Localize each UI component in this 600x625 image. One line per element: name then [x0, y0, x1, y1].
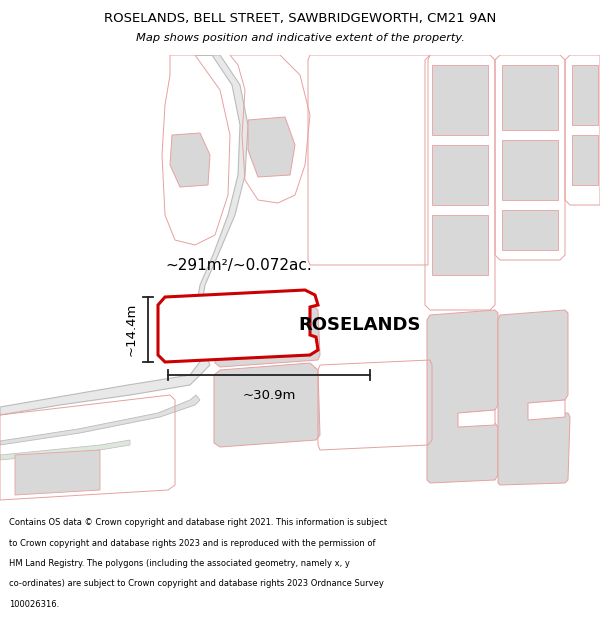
Text: to Crown copyright and database rights 2023 and is reproduced with the permissio: to Crown copyright and database rights 2… — [9, 539, 376, 548]
Text: Map shows position and indicative extent of the property.: Map shows position and indicative extent… — [136, 33, 464, 43]
Polygon shape — [170, 133, 210, 187]
Polygon shape — [427, 310, 498, 483]
Text: ROSELANDS: ROSELANDS — [299, 316, 421, 334]
Polygon shape — [432, 65, 488, 135]
Polygon shape — [214, 363, 320, 447]
Polygon shape — [0, 440, 130, 460]
Text: Contains OS data © Crown copyright and database right 2021. This information is : Contains OS data © Crown copyright and d… — [9, 518, 387, 528]
Polygon shape — [215, 303, 320, 367]
Polygon shape — [572, 65, 598, 125]
Text: ~14.4m: ~14.4m — [125, 302, 138, 356]
Polygon shape — [432, 145, 488, 205]
Polygon shape — [432, 215, 488, 275]
Polygon shape — [195, 55, 248, 345]
Text: ROSELANDS, BELL STREET, SAWBRIDGEWORTH, CM21 9AN: ROSELANDS, BELL STREET, SAWBRIDGEWORTH, … — [104, 12, 496, 25]
Text: 100026316.: 100026316. — [9, 600, 59, 609]
Polygon shape — [572, 135, 598, 185]
Polygon shape — [502, 65, 558, 130]
Polygon shape — [15, 450, 100, 495]
Polygon shape — [248, 117, 295, 177]
Polygon shape — [158, 290, 318, 362]
Text: HM Land Registry. The polygons (including the associated geometry, namely x, y: HM Land Registry. The polygons (includin… — [9, 559, 350, 568]
Text: co-ordinates) are subject to Crown copyright and database rights 2023 Ordnance S: co-ordinates) are subject to Crown copyr… — [9, 579, 384, 588]
Text: ~291m²/~0.072ac.: ~291m²/~0.072ac. — [165, 258, 312, 273]
Polygon shape — [458, 410, 495, 427]
Polygon shape — [502, 140, 558, 200]
Polygon shape — [528, 400, 565, 420]
Polygon shape — [498, 310, 570, 485]
Text: ~30.9m: ~30.9m — [242, 389, 296, 402]
Polygon shape — [502, 210, 558, 250]
Polygon shape — [0, 355, 210, 415]
Polygon shape — [0, 395, 200, 445]
